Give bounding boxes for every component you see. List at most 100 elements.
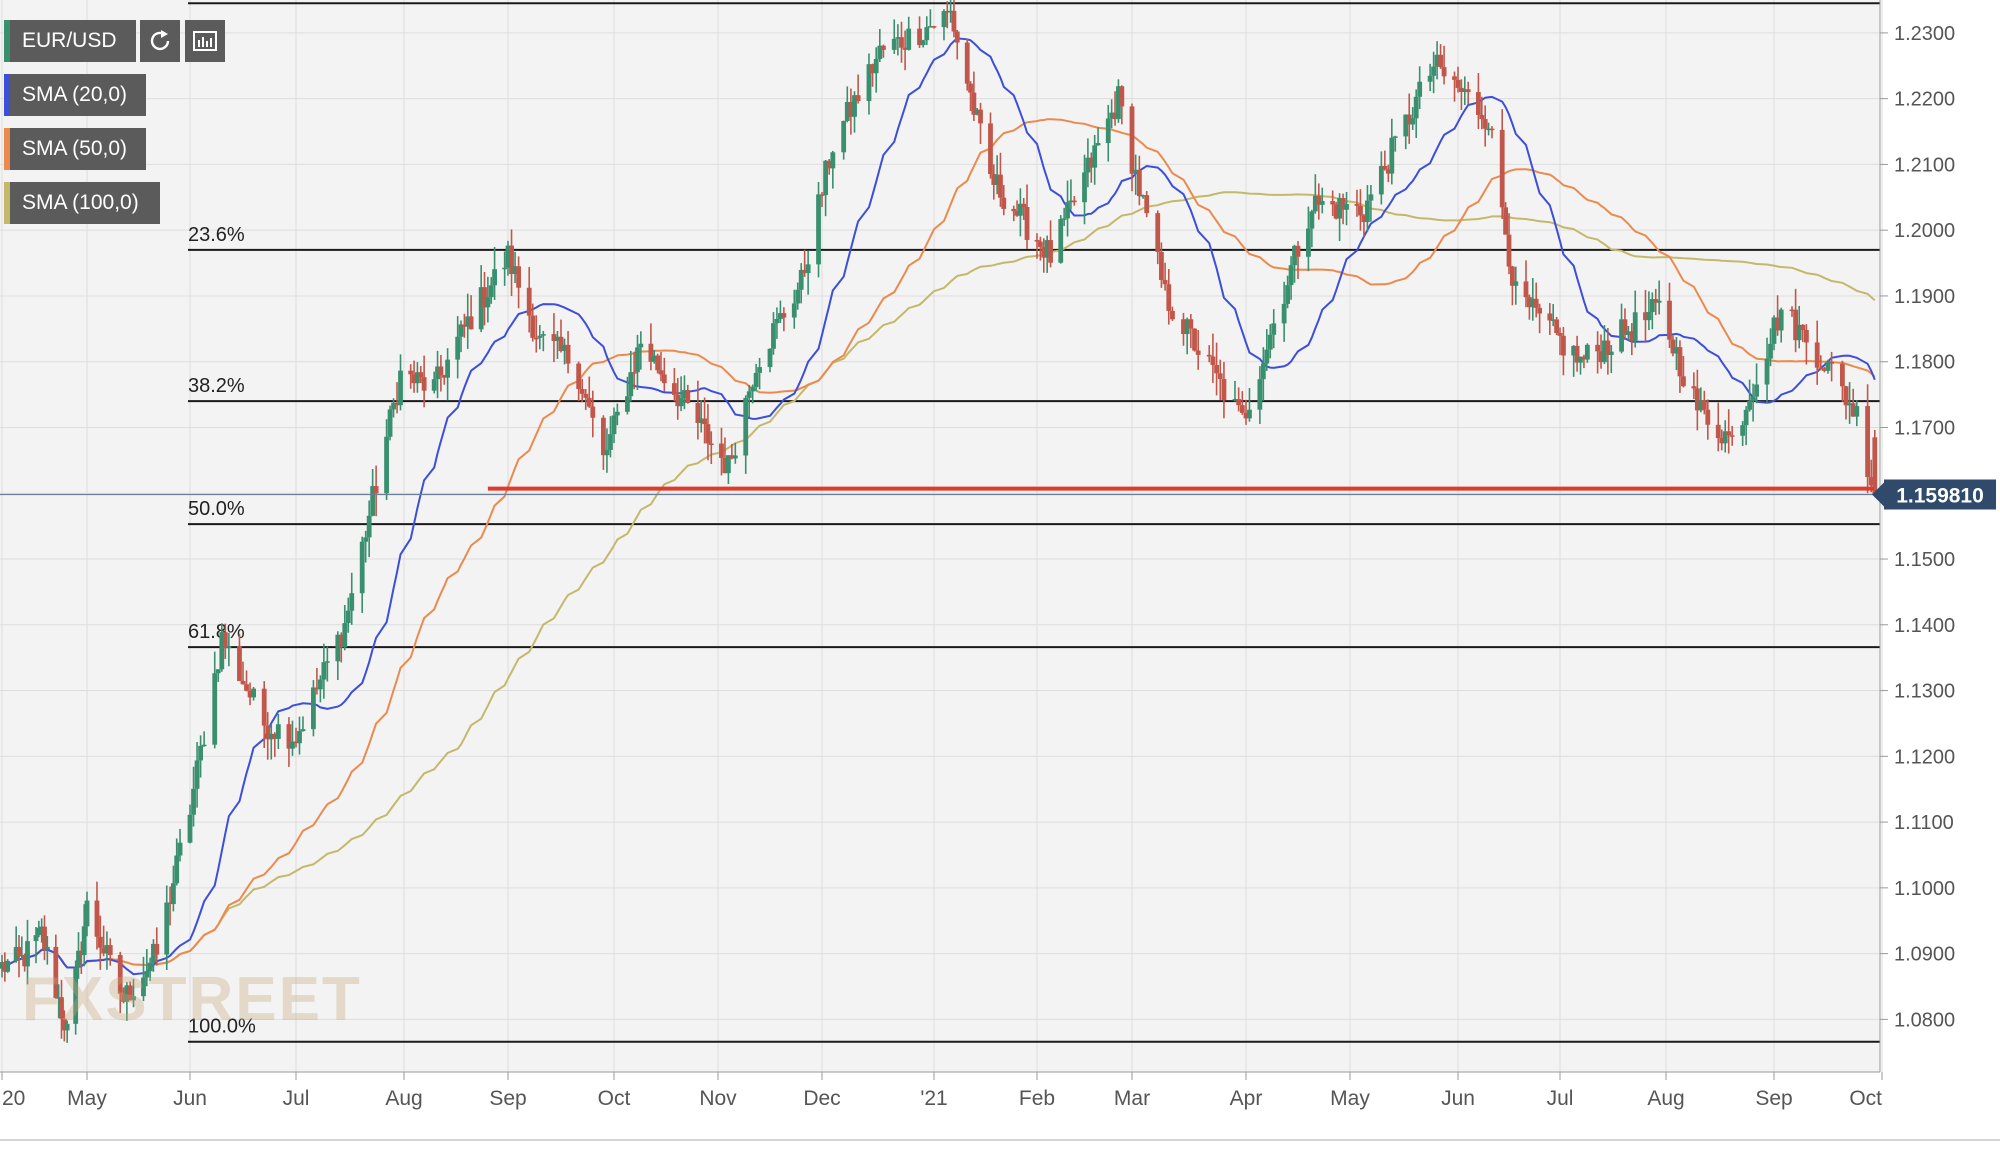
candle-body xyxy=(1691,386,1697,389)
refresh-icon xyxy=(150,30,170,51)
candle-body xyxy=(104,945,110,954)
candle-body xyxy=(1818,367,1824,370)
candle-body xyxy=(1340,198,1346,210)
candle-body xyxy=(526,287,532,316)
symbol-tag[interactable]: EUR/USD xyxy=(4,20,136,62)
x-tick-label: Oct xyxy=(598,1087,631,1110)
candle-body xyxy=(1547,313,1553,321)
candle-body xyxy=(1793,309,1798,341)
candle-body xyxy=(1354,204,1360,206)
candle-body xyxy=(1071,200,1077,203)
candle-body xyxy=(722,457,728,474)
candle-body xyxy=(1184,319,1190,335)
candle-body xyxy=(170,883,176,905)
candle-body xyxy=(373,486,379,494)
candle-body xyxy=(1082,172,1087,203)
candle-body xyxy=(998,174,1003,198)
x-tick-label: Aug xyxy=(385,1087,422,1110)
plot-background xyxy=(0,0,1880,1072)
candle-body xyxy=(795,289,801,304)
candle-body xyxy=(268,733,274,740)
candle-body xyxy=(2,962,8,972)
candle-body xyxy=(1740,425,1746,436)
candle-body xyxy=(1217,373,1223,380)
candle-body xyxy=(540,334,546,336)
candle-body xyxy=(1166,284,1172,311)
sma20-label: SMA (20,0) xyxy=(22,83,128,106)
candle-body xyxy=(505,245,511,268)
candle-body xyxy=(1462,89,1468,92)
candle-body xyxy=(757,367,762,373)
candle-body xyxy=(201,744,207,747)
candle-body xyxy=(1267,334,1273,350)
fib-label: 38.2% xyxy=(188,375,245,397)
candle-body xyxy=(1192,328,1197,351)
candle-body xyxy=(941,11,947,28)
candle-body xyxy=(1530,298,1536,308)
candle-body xyxy=(251,688,256,698)
candle-body xyxy=(215,669,221,674)
candle-body xyxy=(1260,363,1266,380)
current-price-tag: 1.159810 xyxy=(1872,479,1996,510)
price-axis[interactable]: 1.2300 1.2200 1.2100 1.2000 1.1900 1.1800 1.17… xyxy=(1880,23,1955,1032)
y-tick-label: 1.0900 xyxy=(1894,944,1955,966)
candle-body xyxy=(1674,347,1679,354)
candle-body xyxy=(1722,431,1728,444)
candle-body xyxy=(1140,195,1146,197)
candle-body xyxy=(22,954,28,967)
candle-body xyxy=(1629,331,1635,341)
refresh-button[interactable] xyxy=(140,20,180,62)
candle-body xyxy=(1392,136,1398,138)
candle-body xyxy=(1571,345,1577,356)
candle-body xyxy=(781,313,787,318)
candle-body xyxy=(0,962,5,969)
candle-body xyxy=(297,731,302,744)
candle-body xyxy=(726,455,731,474)
candle-body xyxy=(1653,299,1659,303)
candle-body xyxy=(1747,400,1753,410)
candle-body xyxy=(1677,347,1683,377)
candle-body xyxy=(1574,345,1580,363)
candle-body xyxy=(974,109,980,115)
candle-body xyxy=(1014,211,1020,216)
sma50-line xyxy=(1,118,1876,969)
candle-body xyxy=(1667,300,1672,340)
x-tick-label: Jun xyxy=(173,1087,207,1110)
sma50-tag[interactable]: SMA (50,0) xyxy=(4,128,146,170)
candle-body xyxy=(590,406,596,418)
candle-body xyxy=(1410,118,1416,125)
candle-body xyxy=(1681,376,1686,387)
sma100-line xyxy=(1,191,1876,969)
candle-body xyxy=(458,324,464,337)
candle-body xyxy=(512,266,518,275)
candle-body xyxy=(81,926,87,956)
candle-body xyxy=(398,370,403,406)
candle-body xyxy=(1024,207,1030,240)
candle-body xyxy=(1119,86,1125,107)
candle-body xyxy=(1698,400,1704,411)
candle-body xyxy=(555,336,560,341)
candle-body xyxy=(212,673,218,745)
chart-type-button[interactable] xyxy=(185,20,225,62)
time-axis[interactable]: 20 May Jun Jul Aug Sep Oct Nov Dec '21 Feb Mar Apr Ma… xyxy=(1,1072,1883,1110)
candle-body xyxy=(873,58,879,74)
candle-body xyxy=(743,397,749,456)
candle-body xyxy=(1441,67,1447,77)
candle-body xyxy=(1649,299,1655,313)
candle-body xyxy=(1413,96,1419,119)
candle-body xyxy=(608,434,613,450)
sma20-tag[interactable]: SMA (20,0) xyxy=(4,74,146,116)
candle-body xyxy=(924,27,930,41)
candle-body xyxy=(1041,247,1047,258)
candle-body xyxy=(321,662,327,680)
x-tick-label: '21 xyxy=(920,1087,947,1110)
candle-body xyxy=(1210,356,1216,365)
sma100-tag[interactable]: SMA (100,0) xyxy=(4,182,160,224)
candle-body xyxy=(431,379,437,391)
candle-body xyxy=(36,927,42,936)
candle-body xyxy=(931,26,937,28)
y-tick-label: 1.1300 xyxy=(1894,681,1955,703)
candle-body xyxy=(1257,379,1263,410)
y-tick-label: 1.1500 xyxy=(1894,549,1955,571)
